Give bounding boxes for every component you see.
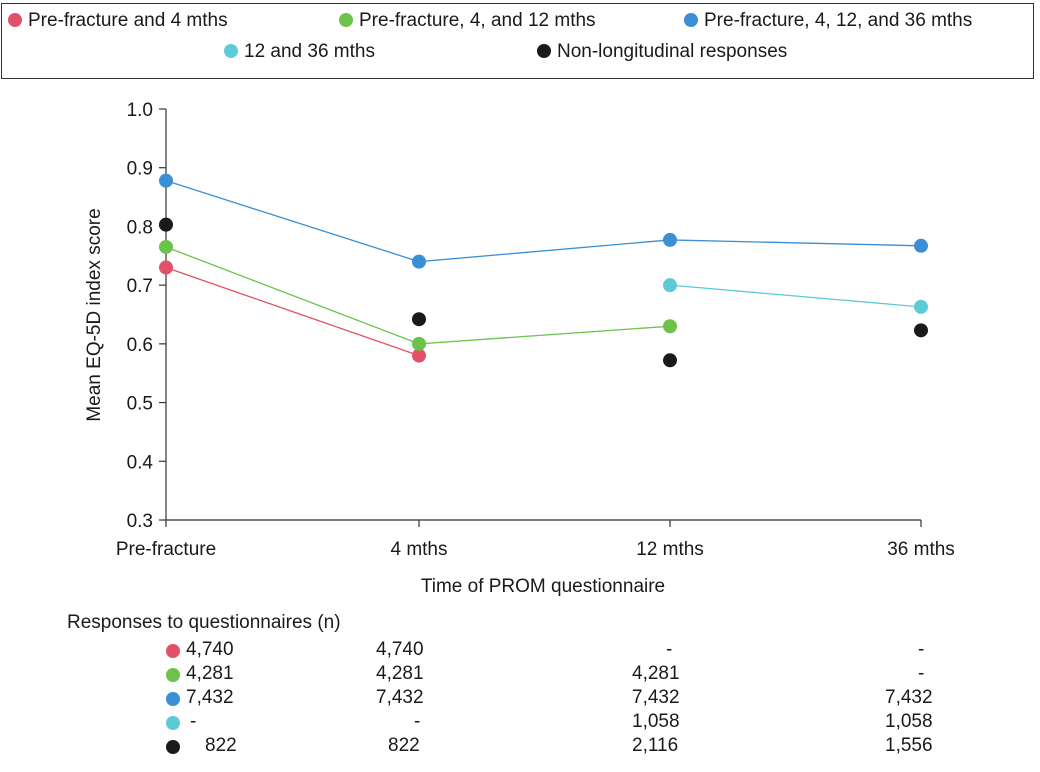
responses-cell-r1-c2: 4,740	[376, 639, 424, 660]
chart-axes: 0.3 0.4 0.5 0.6 0.7 0.8 0.9 1.0 Pre-fracture 4 mt…	[116, 100, 955, 560]
legend-label-1: Pre-fracture and 4 mths	[28, 10, 228, 31]
x-tick-label: Pre-fracture	[116, 539, 216, 560]
x-axis-label: Time of PROM questionnaire	[421, 576, 665, 597]
responses-cell-r4-c3: 1,058	[632, 711, 680, 732]
responses-cell-r3-c1: 7,432	[186, 687, 234, 708]
responses-cell-r3-c2: 7,432	[376, 687, 424, 708]
y-tick-label: 0.7	[127, 276, 153, 297]
data-point-s3-1	[159, 173, 173, 188]
legend-item-2: Pre-fracture, 4, and 12 mths	[339, 10, 596, 32]
data-point-s5-3	[663, 353, 677, 368]
legend-item-1: Pre-fracture and 4 mths	[8, 10, 228, 32]
responses-cell-r4-c1: -	[190, 711, 197, 732]
data-point-s5-1	[159, 217, 173, 232]
data-point-s5-4	[914, 323, 928, 338]
y-tick-label: 0.4	[127, 452, 154, 473]
x-tick-label: 12 mths	[636, 539, 704, 560]
responses-row-marker-1	[166, 644, 180, 658]
responses-cell-r5-c1: 822	[205, 735, 237, 756]
line-chart: 0.3 0.4 0.5 0.6 0.7 0.8 0.9 1.0 Pre-fracture 4 mt…	[84, 100, 955, 597]
data-point-s5-2	[412, 312, 426, 327]
data-point-s2-1	[159, 239, 173, 254]
data-point-s4-3	[663, 278, 677, 293]
responses-cell-r4-c2: -	[414, 711, 421, 732]
responses-row-marker-3	[166, 692, 180, 706]
legend-marker-4	[224, 44, 238, 58]
responses-cell-r2-c2: 4,281	[376, 663, 424, 684]
legend-label-3: Pre-fracture, 4, 12, and 36 mths	[704, 10, 973, 31]
y-tick-label: 0.5	[127, 394, 153, 415]
legend-label-2: Pre-fracture, 4, and 12 mths	[359, 10, 596, 31]
responses-row-marker-4	[166, 716, 180, 730]
legend-marker-1	[8, 13, 22, 27]
legend-item-3: Pre-fracture, 4, 12, and 36 mths	[684, 10, 972, 32]
responses-cell-r3-c4: 7,432	[885, 687, 933, 708]
data-point-s3-2	[412, 254, 426, 269]
x-tick-label: 4 mths	[390, 539, 447, 560]
series-line-1	[165, 266, 420, 357]
y-tick-label: 0.3	[127, 511, 153, 532]
chart-legend: Pre-fracture and 4 mths Pre-fracture, 4, …	[1, 3, 1034, 79]
responses-cell-r1-c4: -	[918, 639, 925, 660]
legend-label-4: 12 and 36 mths	[244, 41, 375, 62]
y-tick-label: 0.9	[127, 159, 153, 180]
legend-item-5: Non-longitudinal responses	[537, 41, 787, 63]
legend-marker-5	[537, 44, 551, 58]
responses-cell-r4-c4: 1,058	[885, 711, 933, 732]
data-point-s3-4	[914, 238, 928, 253]
y-tick-label: 0.8	[127, 217, 153, 238]
data-point-s2-2	[412, 336, 426, 351]
data-point-s4-4	[914, 299, 928, 314]
legend-marker-3	[684, 13, 698, 27]
data-point-s2-3	[663, 319, 677, 334]
responses-cell-r5-c3: 2,116	[632, 735, 679, 756]
series-line-4	[669, 284, 922, 308]
chart-series	[159, 173, 928, 368]
y-axis-label: Mean EQ-5D index score	[84, 208, 105, 421]
responses-row-marker-5	[166, 740, 180, 754]
responses-cell-r5-c4: 1,556	[885, 735, 933, 756]
responses-cell-r2-c1: 4,281	[186, 663, 234, 684]
series-line-3	[165, 180, 922, 263]
responses-cell-r2-c3: 4,281	[632, 663, 680, 684]
data-point-s3-3	[663, 232, 677, 247]
data-point-s1-2	[412, 348, 426, 363]
legend-marker-2	[339, 13, 353, 27]
legend-label-5: Non-longitudinal responses	[557, 41, 788, 62]
responses-cell-r1-c1: 4,740	[186, 639, 234, 660]
responses-cell-r2-c4: -	[918, 663, 925, 684]
responses-table: Responses to questionnaires (n) 4,740 4,7…	[0, 600, 1040, 772]
responses-cell-r1-c3: -	[666, 639, 673, 660]
legend-item-4: 12 and 36 mths	[224, 41, 375, 63]
series-lines	[165, 180, 922, 357]
data-point-s1-1	[159, 260, 173, 275]
responses-cell-r5-c2: 822	[388, 735, 420, 756]
responses-row-marker-2	[166, 668, 180, 682]
x-tick-label: 36 mths	[887, 539, 955, 560]
y-tick-label: 1.0	[127, 100, 153, 121]
y-tick-label: 0.6	[127, 335, 153, 356]
responses-cell-r3-c3: 7,432	[632, 687, 680, 708]
responses-title: Responses to questionnaires (n)	[67, 612, 341, 633]
series-points	[159, 173, 928, 368]
